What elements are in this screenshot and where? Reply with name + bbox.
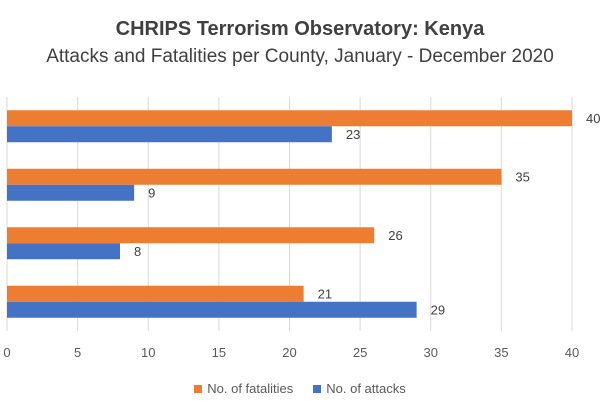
data-label-fatalities: 35 xyxy=(515,169,529,184)
x-tick-label: 25 xyxy=(353,345,367,360)
x-tick-label: 10 xyxy=(141,345,155,360)
bar-fatalities xyxy=(7,285,304,302)
legend-label-attacks: No. of attacks xyxy=(326,381,406,396)
x-tick-label: 30 xyxy=(424,345,438,360)
x-tick-label: 35 xyxy=(494,345,508,360)
bar-fatalities xyxy=(7,168,502,185)
bar-attacks xyxy=(7,243,120,260)
data-label-fatalities: 21 xyxy=(318,286,332,301)
chart-legend: No. of fatalities No. of attacks xyxy=(0,381,600,396)
data-label-attacks: 29 xyxy=(431,302,445,317)
bar-attacks xyxy=(7,126,332,143)
data-label-fatalities: 40 xyxy=(586,111,600,126)
legend-swatch-attacks xyxy=(313,384,322,393)
bar-attacks xyxy=(7,184,135,201)
bar-attacks xyxy=(7,301,417,318)
x-tick-label: 15 xyxy=(212,345,226,360)
legend-item-attacks: No. of attacks xyxy=(313,381,406,396)
bar-fatalities xyxy=(7,227,375,244)
data-label-fatalities: 26 xyxy=(388,228,402,243)
legend-swatch-fatalities xyxy=(194,384,203,393)
x-tick-label: 5 xyxy=(74,345,81,360)
x-tick-label: 0 xyxy=(3,345,10,360)
data-label-attacks: 9 xyxy=(148,185,155,200)
bar-fatalities xyxy=(7,110,572,127)
chart-title: CHRIPS Terrorism Observatory: Kenya xyxy=(115,18,485,40)
chart-subtitle: Attacks and Fatalities per County, Janua… xyxy=(46,46,554,67)
x-tick-label: 20 xyxy=(282,345,296,360)
x-tick-label: 40 xyxy=(565,345,579,360)
legend-item-fatalities: No. of fatalities xyxy=(194,381,293,396)
data-label-attacks: 8 xyxy=(134,244,141,259)
data-label-attacks: 23 xyxy=(346,127,360,142)
legend-label-fatalities: No. of fatalities xyxy=(207,381,294,396)
